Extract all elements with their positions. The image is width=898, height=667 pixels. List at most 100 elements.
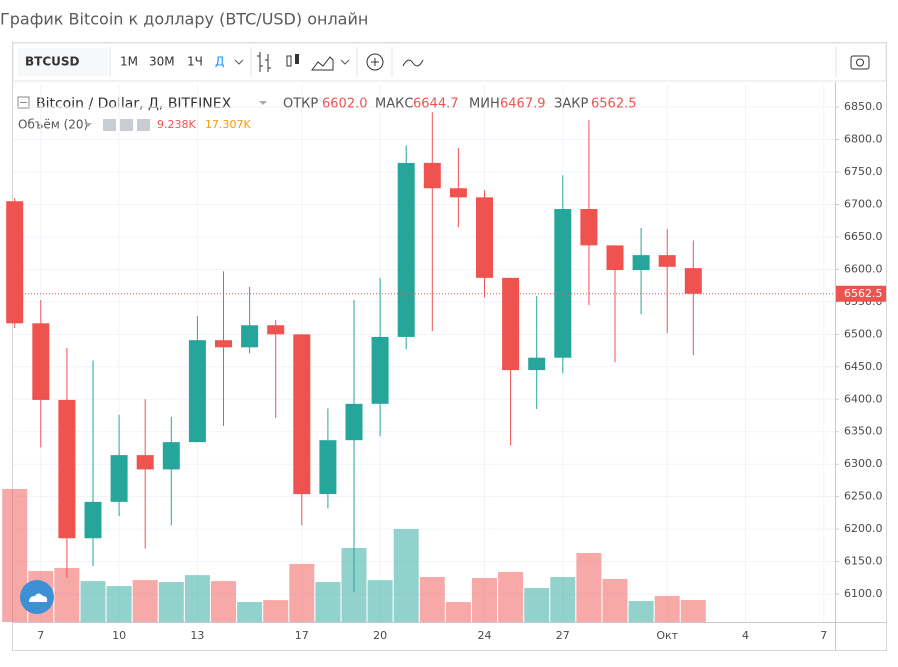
area-icon[interactable] [311,56,334,71]
snapshot-icon[interactable] [856,58,864,67]
volume-bar [393,528,419,622]
x-tick-label: 20 [373,629,387,642]
candle-body [110,455,128,502]
y-tick-label: 6100.0 [844,587,883,600]
x-tick-label: 17 [295,629,309,642]
toolbar [12,42,887,82]
ohlc-name: ОТКР [283,97,318,112]
volume-bar [498,572,524,622]
x-tick-label: 13 [190,629,204,642]
y-tick-label: 6300.0 [844,457,883,470]
dropdown-icon[interactable] [84,123,92,127]
logo-icon [29,593,48,602]
volume-legend-value: 9.238K [157,118,196,131]
volume-bar [106,586,132,622]
collapse-icon[interactable] [17,96,30,109]
interval[interactable]: 1М [120,55,138,69]
y-tick-label: 6750.0 [844,165,883,178]
candle-body [188,340,206,443]
volume-bar [80,581,106,622]
volume-bar [602,578,628,622]
x-tick-label: 7 [37,629,44,642]
candle-body [580,209,598,246]
ohlc-value: 6562.5 [591,97,637,112]
volume-bar [263,600,289,622]
ohlc-value: 6602.0 [322,97,368,112]
candle-body [345,403,363,441]
indicators-icon[interactable] [402,59,424,67]
chart-title: Bitcoin / Dollar, Д, BITFINEX [36,96,232,112]
volume-bar [237,602,263,622]
volume-bar [289,563,315,622]
y-tick-label: 6700.0 [844,197,883,210]
interval[interactable]: 1Ч [187,55,203,69]
candle-body [449,188,467,198]
candle-body [6,201,24,324]
volume-bar [472,577,497,622]
y-tick-label: 6800.0 [844,133,883,146]
y-tick-label: 6600.0 [844,262,883,275]
volume-bar [628,601,654,622]
volume-bar [654,596,680,622]
candle-body [241,325,259,348]
compare-icon[interactable] [366,53,384,71]
last-price-tag [836,285,886,302]
x-tick-label: 4 [742,629,749,642]
volume-bar [184,575,210,622]
volume-bar [680,600,706,622]
x-tick-label: 24 [478,629,492,642]
interval[interactable]: Д [215,55,224,69]
candle-body [84,501,102,539]
remove-icon[interactable] [137,119,150,131]
candle-body [162,442,180,470]
volume-bar [550,577,576,622]
candle-body [267,325,285,335]
candle-body [319,440,337,495]
bars-icon[interactable] [257,52,271,72]
candle-body [554,209,572,358]
interval[interactable]: 30М [149,55,175,69]
volume-bar [524,587,550,622]
candle-body [476,197,493,278]
y-tick-label: 6350.0 [844,425,883,438]
symbol[interactable]: BTCUSD [25,55,80,69]
volume-bar [132,580,158,622]
candle-body [215,340,232,348]
volume-legend-value: 17.307K [205,118,251,131]
candles-icon[interactable] [286,55,292,67]
candle-body [423,162,441,189]
widget-frame [12,42,887,651]
dropdown-icon[interactable] [259,101,267,105]
dropdown-icon[interactable] [340,59,350,65]
y-tick-label: 6400.0 [844,392,883,405]
eye-icon[interactable] [103,119,116,131]
candle-body [136,455,154,470]
y-tick-label: 6200.0 [844,522,883,535]
candle-body [632,255,650,271]
candle-body [58,399,76,539]
snapshot-icon[interactable] [850,55,870,70]
y-tick-label: 6500.0 [844,327,883,340]
candles-icon[interactable] [295,54,299,64]
x-tick-label: 7 [820,629,827,642]
symbol-box[interactable] [18,48,108,76]
ohlc-name: МИН [469,97,500,112]
candle-body [293,334,311,495]
volume-bar [211,581,236,622]
ohlc-name: ЗАКР [554,97,588,112]
compare-icon[interactable] [371,58,379,66]
candle-body [371,336,389,404]
x-tick-label: 10 [112,629,126,642]
x-tick-label: 27 [556,629,570,642]
x-tick-label: Окт [656,629,678,642]
settings-icon[interactable] [120,119,133,131]
y-tick-label: 6250.0 [844,490,883,503]
ohlc-value: 6644.7 [413,97,459,112]
y-tick-label: 6150.0 [844,555,883,568]
candle-body [684,268,702,294]
page-title: График Bitcoin к доллару (BTC/USD) онлай… [0,10,368,29]
volume-name: Объём (20) [18,118,88,132]
volume-bar [576,553,602,622]
dropdown-icon[interactable] [234,59,244,65]
